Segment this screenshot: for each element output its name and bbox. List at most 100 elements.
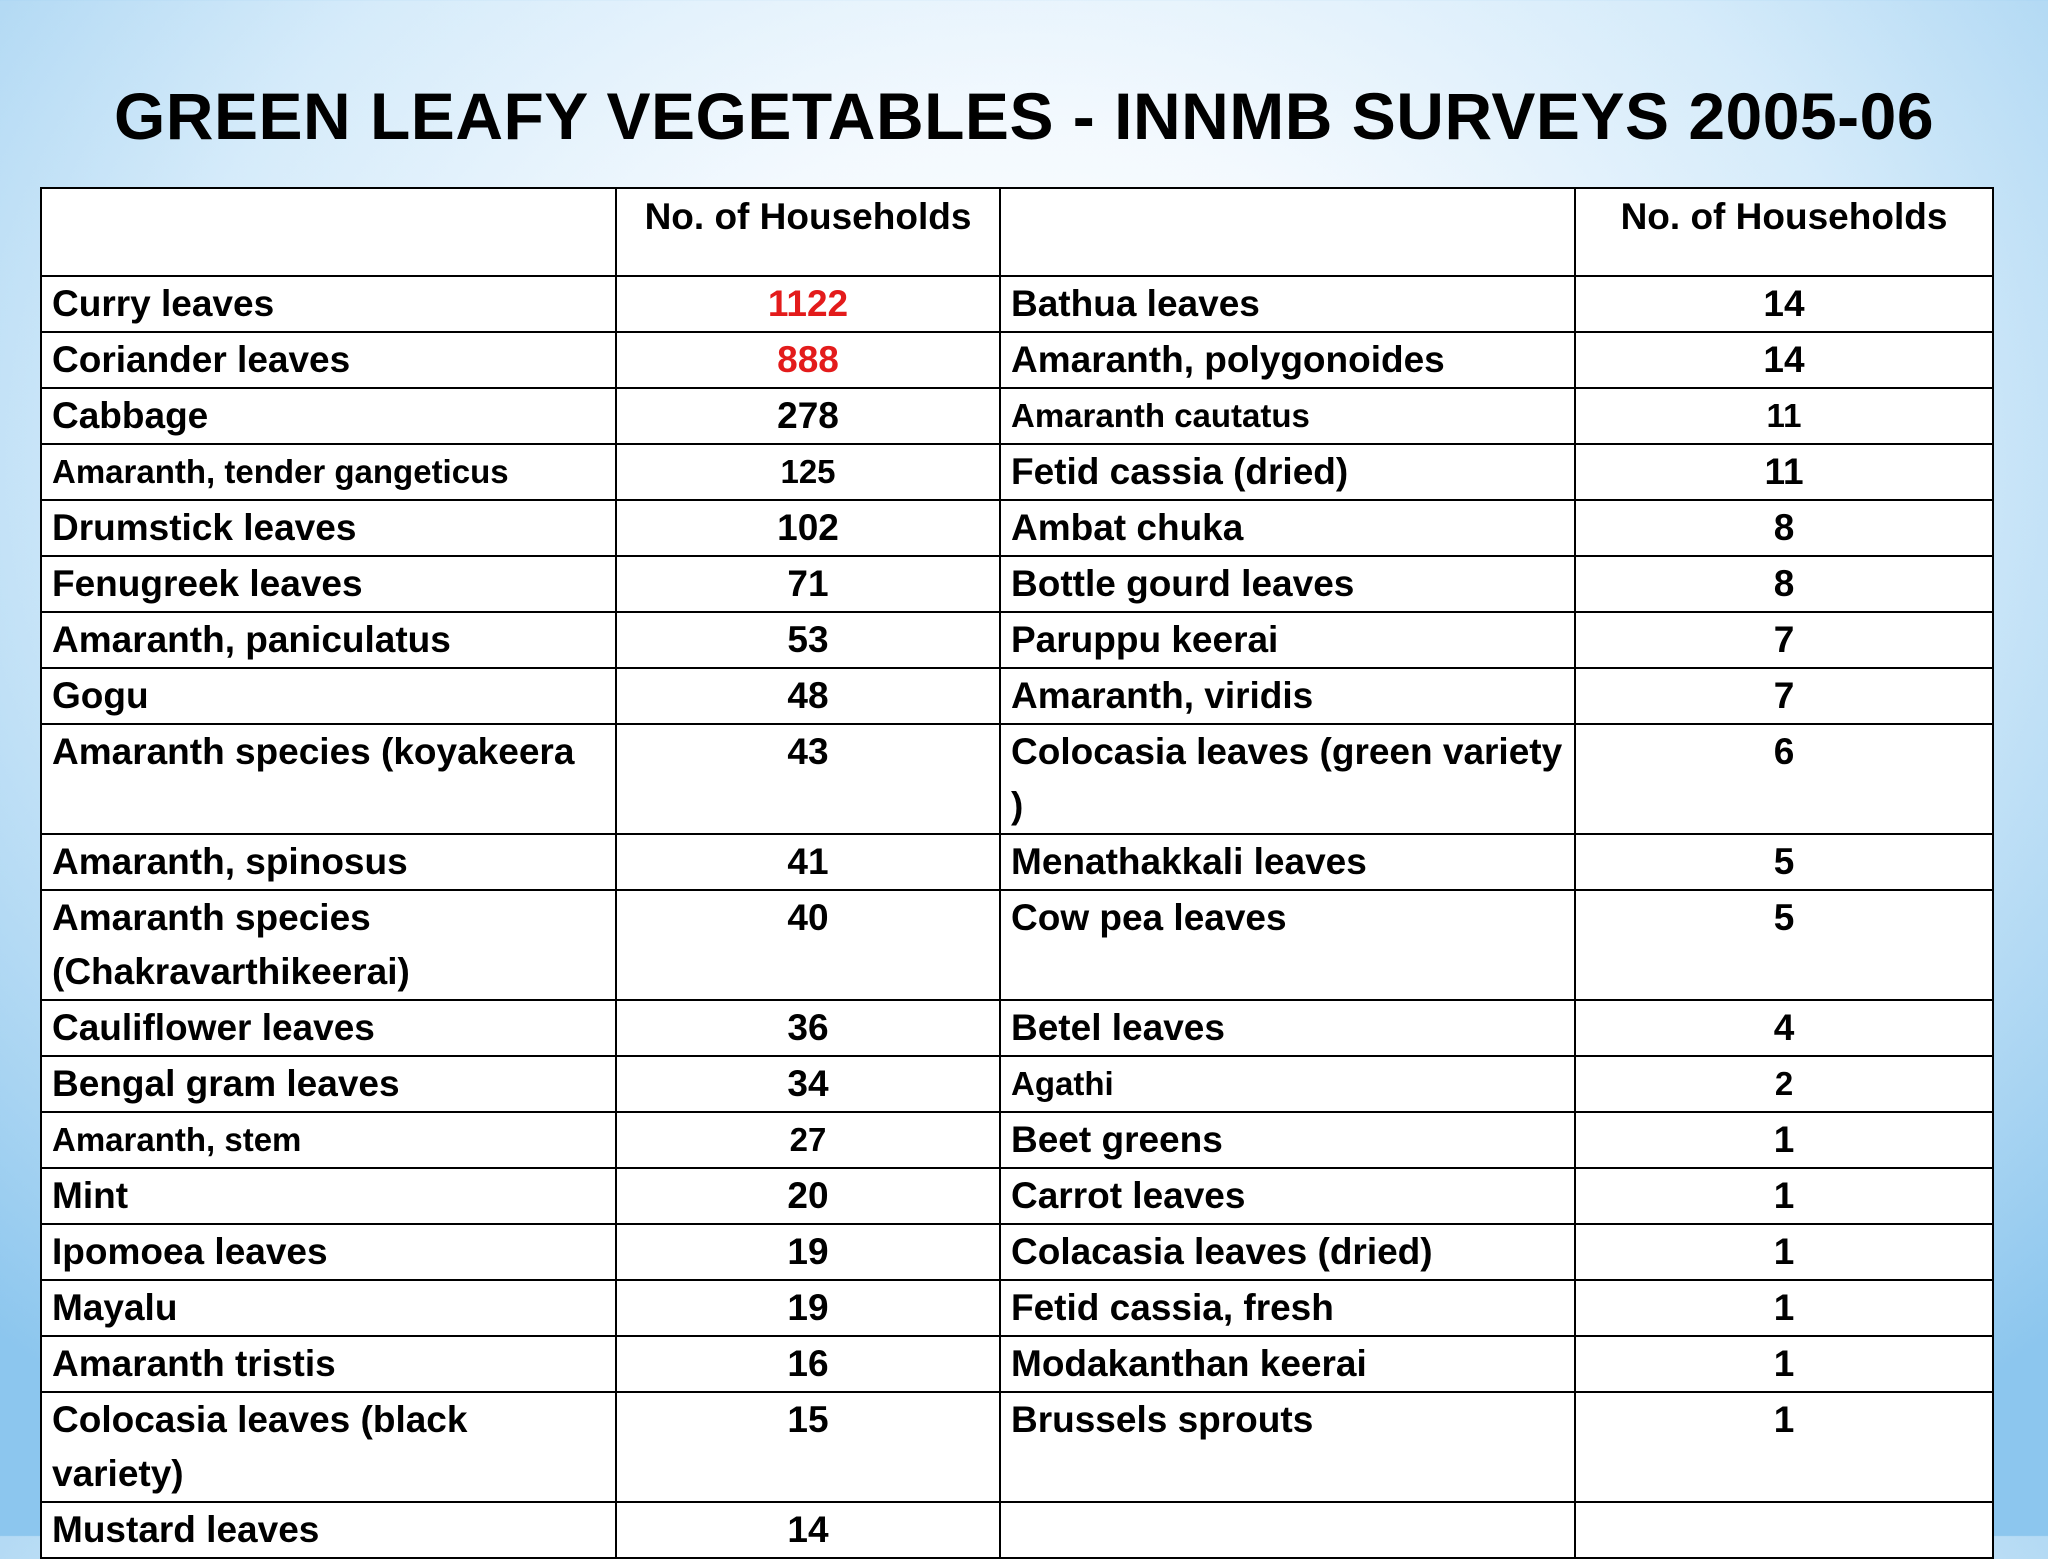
household-count: 71 — [615, 555, 1001, 613]
vegetable-name: Modakanthan keerai — [999, 1335, 1576, 1393]
slide-title: GREEN LEAFY VEGETABLES - INNMB SURVEYS 2… — [113, 79, 1935, 153]
vegetable-name: Cow pea leaves — [999, 889, 1576, 1001]
household-count: 102 — [615, 499, 1001, 557]
household-count: 8 — [1574, 499, 1994, 557]
vegetable-name: Amaranth tristis — [40, 1335, 617, 1393]
vegetable-name: Amaranth, stem — [40, 1111, 617, 1169]
household-count: 14 — [1574, 331, 1994, 389]
vegetable-name: Bengal gram leaves — [40, 1055, 617, 1113]
vegetable-name: Ipomoea leaves — [40, 1223, 617, 1281]
household-count: 125 — [615, 443, 1001, 501]
household-count: 5 — [1574, 833, 1994, 891]
household-count: 1 — [1574, 1111, 1994, 1169]
household-count: 43 — [615, 723, 1001, 835]
household-count: 8 — [1574, 555, 1994, 613]
vegetable-name: Paruppu keerai — [999, 611, 1576, 669]
household-count: 6 — [1574, 723, 1994, 835]
household-count: 11 — [1574, 443, 1994, 501]
table-row: Amaranth species (Chakravarthikeerai) 40… — [40, 889, 1994, 1001]
table-row: Amaranth, spinosus 41 Menathakkali leave… — [40, 833, 1994, 891]
household-count: 41 — [615, 833, 1001, 891]
household-count: 14 — [615, 1501, 1001, 1559]
vegetable-name: Cauliflower leaves — [40, 999, 617, 1057]
household-count: 14 — [1574, 275, 1994, 333]
table-row: Curry leaves 1122 Bathua leaves 14 — [40, 275, 1994, 333]
vegetable-name: Bottle gourd leaves — [999, 555, 1576, 613]
vegetable-name: Carrot leaves — [999, 1167, 1576, 1225]
vegetable-name: Amaranth, tender gangeticus — [40, 443, 617, 501]
vegetable-name: Drumstick leaves — [40, 499, 617, 557]
vegetable-name: Fenugreek leaves — [40, 555, 617, 613]
household-count: 40 — [615, 889, 1001, 1001]
household-count: 1 — [1574, 1223, 1994, 1281]
table-row: Amaranth tristis 16 Modakanthan keerai 1 — [40, 1335, 1994, 1393]
household-count: 16 — [615, 1335, 1001, 1393]
header-households-right: No. of Households — [1574, 187, 1994, 277]
table-row: Cauliflower leaves 36 Betel leaves 4 — [40, 999, 1994, 1057]
vegetable-name: Gogu — [40, 667, 617, 725]
vegetable-name: Brussels sprouts — [999, 1391, 1576, 1503]
vegetable-name: Mayalu — [40, 1279, 617, 1337]
household-count: 15 — [615, 1391, 1001, 1503]
households-table: No. of Households No. of Households Curr… — [40, 187, 1994, 1559]
vegetable-name: Coriander leaves — [40, 331, 617, 389]
vegetable-name: Colocasia leaves (green variety ) — [999, 723, 1576, 835]
household-count: 11 — [1574, 387, 1994, 445]
table-row: Mayalu 19 Fetid cassia, fresh 1 — [40, 1279, 1994, 1337]
household-count: 7 — [1574, 667, 1994, 725]
vegetable-name: Curry leaves — [40, 275, 617, 333]
vegetable-name: Amaranth cautatus — [999, 387, 1576, 445]
household-count: 19 — [615, 1279, 1001, 1337]
household-count: 1 — [1574, 1279, 1994, 1337]
household-count — [1574, 1501, 1994, 1559]
household-count: 20 — [615, 1167, 1001, 1225]
table-row: Mint 20 Carrot leaves 1 — [40, 1167, 1994, 1225]
household-count: 34 — [615, 1055, 1001, 1113]
household-count: 888 — [615, 331, 1001, 389]
vegetable-name: Amaranth, polygonoides — [999, 331, 1576, 389]
vegetable-name: Ambat chuka — [999, 499, 1576, 557]
vegetable-name: Colocasia leaves (black variety) — [40, 1391, 617, 1503]
vegetable-name: Amaranth species (Chakravarthikeerai) — [40, 889, 617, 1001]
table-row: Amaranth, paniculatus 53 Paruppu keerai … — [40, 611, 1994, 669]
table-row: Coriander leaves 888 Amaranth, polygonoi… — [40, 331, 1994, 389]
household-count: 5 — [1574, 889, 1994, 1001]
vegetable-name: Fetid cassia (dried) — [999, 443, 1576, 501]
header-vegetable-left — [40, 187, 617, 277]
table-row: Amaranth, tender gangeticus 125 Fetid ca… — [40, 443, 1994, 501]
table-row: Colocasia leaves (black variety) 15 Brus… — [40, 1391, 1994, 1503]
header-row: No. of Households No. of Households — [40, 187, 1994, 277]
table-row: Cabbage 278 Amaranth cautatus 11 — [40, 387, 1994, 445]
table-row: Gogu 48 Amaranth, viridis 7 — [40, 667, 1994, 725]
vegetable-name: Mustard leaves — [40, 1501, 617, 1559]
vegetable-name: Fetid cassia, fresh — [999, 1279, 1576, 1337]
household-count: 1 — [1574, 1335, 1994, 1393]
household-count: 4 — [1574, 999, 1994, 1057]
vegetable-name: Colacasia leaves (dried) — [999, 1223, 1576, 1281]
vegetable-name: Bathua leaves — [999, 275, 1576, 333]
vegetable-name: Amaranth, viridis — [999, 667, 1576, 725]
table-row: Fenugreek leaves 71 Bottle gourd leaves … — [40, 555, 1994, 613]
header-vegetable-right — [999, 187, 1576, 277]
household-count: 7 — [1574, 611, 1994, 669]
table-row: Mustard leaves 14 — [40, 1501, 1994, 1559]
household-count: 1 — [1574, 1391, 1994, 1503]
vegetable-name: Cabbage — [40, 387, 617, 445]
header-households-left: No. of Households — [615, 187, 1001, 277]
table-row: Drumstick leaves 102 Ambat chuka 8 — [40, 499, 1994, 557]
vegetable-name: Menathakkali leaves — [999, 833, 1576, 891]
table-row: Bengal gram leaves 34 Agathi 2 — [40, 1055, 1994, 1113]
vegetable-name: Amaranth, paniculatus — [40, 611, 617, 669]
table-row: Amaranth, stem 27 Beet greens 1 — [40, 1111, 1994, 1169]
household-count: 48 — [615, 667, 1001, 725]
household-count: 2 — [1574, 1055, 1994, 1113]
household-count: 53 — [615, 611, 1001, 669]
household-count: 1122 — [615, 275, 1001, 333]
vegetable-name: Betel leaves — [999, 999, 1576, 1057]
household-count: 36 — [615, 999, 1001, 1057]
vegetable-name: Beet greens — [999, 1111, 1576, 1169]
vegetable-name — [999, 1501, 1576, 1559]
household-count: 27 — [615, 1111, 1001, 1169]
household-count: 278 — [615, 387, 1001, 445]
vegetable-name: Amaranth species (koyakeera — [40, 723, 617, 835]
